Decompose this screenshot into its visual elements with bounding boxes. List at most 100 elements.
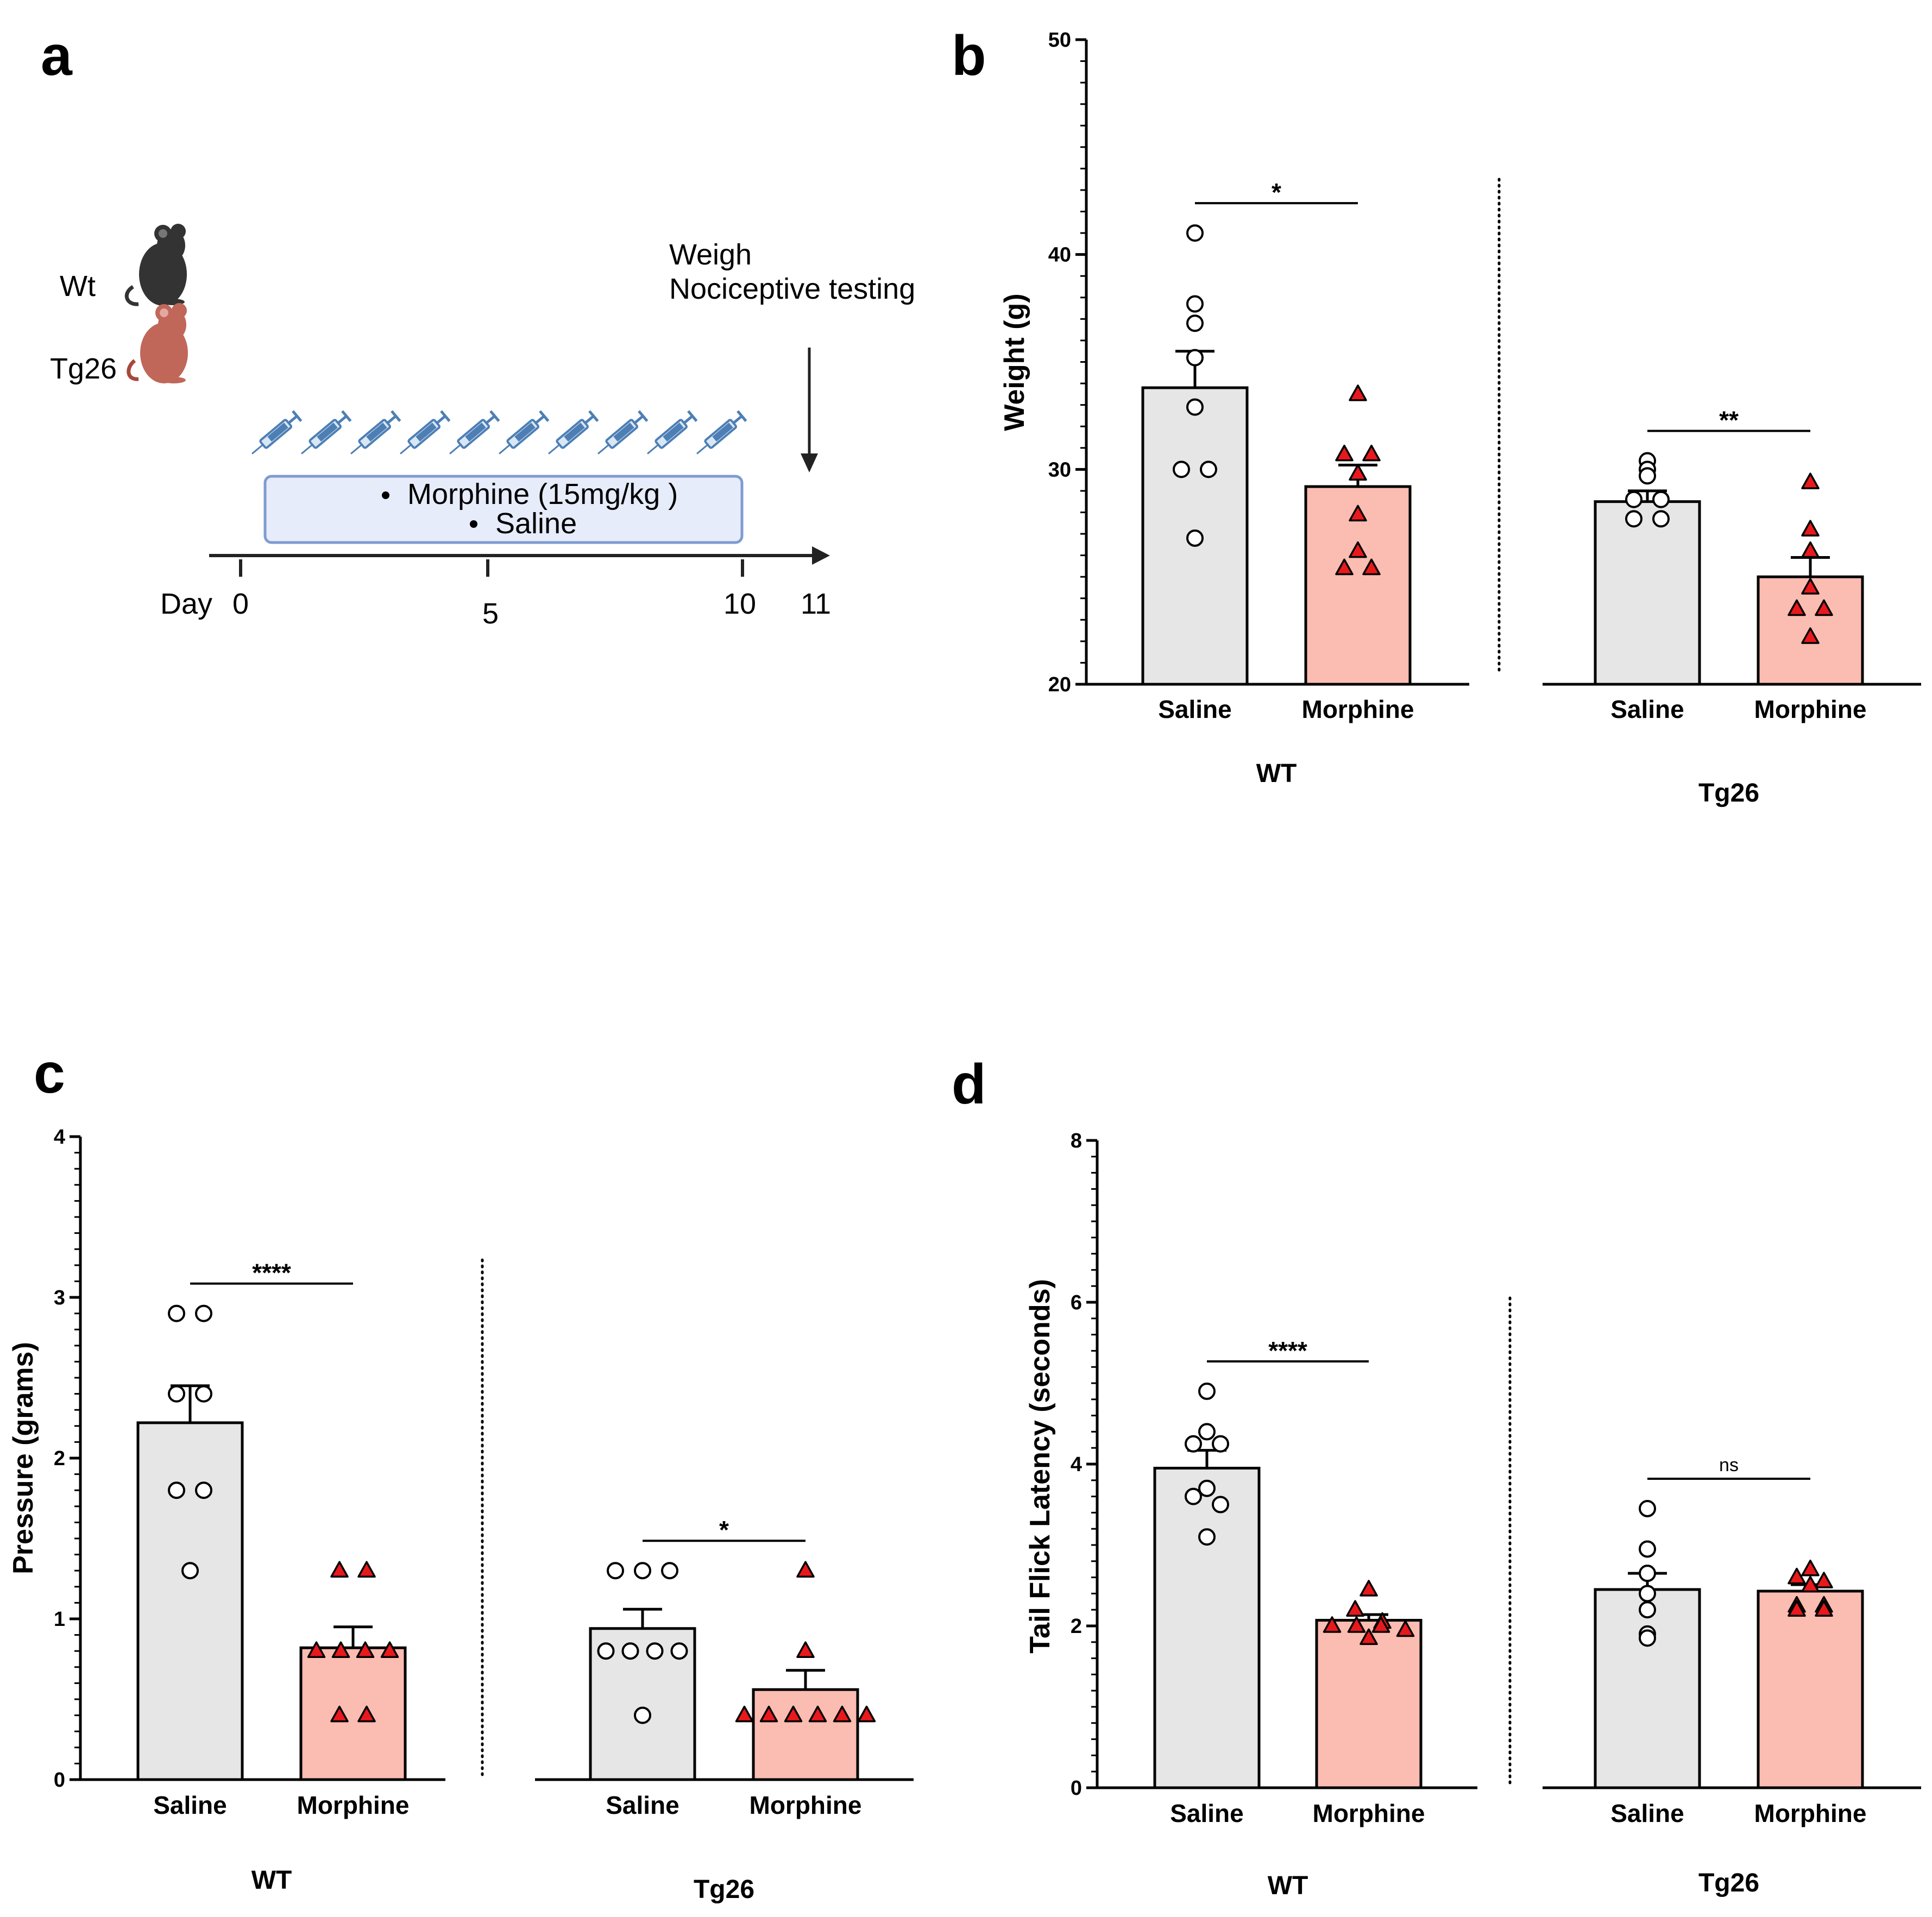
data-point-morphine bbox=[1801, 1575, 1820, 1593]
syringe-plunger-cap bbox=[489, 410, 500, 422]
data-point-morphine bbox=[1788, 599, 1806, 616]
day-label: Day bbox=[160, 588, 212, 620]
data-point-saline bbox=[1186, 349, 1204, 367]
x-category-label: Saline bbox=[1170, 1799, 1244, 1827]
syringe-needle bbox=[597, 444, 609, 455]
data-point-saline bbox=[1186, 224, 1204, 242]
data-point-morphine bbox=[1801, 472, 1820, 489]
syringe-fluid bbox=[465, 423, 486, 442]
syringe-needle bbox=[400, 444, 412, 455]
data-point-saline bbox=[1639, 1601, 1656, 1619]
group-label: WT bbox=[1256, 759, 1297, 788]
data-point-morphine bbox=[1346, 1600, 1364, 1617]
data-point-morphine bbox=[1323, 1616, 1342, 1633]
data-point-morphine bbox=[1360, 1628, 1378, 1645]
data-point-saline bbox=[1639, 1629, 1656, 1647]
tg26-mouse-icon bbox=[127, 303, 188, 383]
endpoint-arrowhead bbox=[801, 453, 818, 472]
panel-c-label: c bbox=[34, 1042, 65, 1105]
y-tick-label: 3 bbox=[54, 1287, 65, 1309]
x-category-label: Morphine bbox=[750, 1791, 862, 1819]
data-point-morphine bbox=[1801, 520, 1820, 537]
significance-label: ** bbox=[1719, 406, 1739, 434]
y-tick-label: 20 bbox=[1048, 673, 1071, 696]
syringe-fluid bbox=[663, 423, 684, 442]
data-point-morphine bbox=[808, 1705, 827, 1723]
y-tick-label: 2 bbox=[54, 1447, 65, 1470]
syringe-plunger bbox=[287, 415, 298, 424]
bar-morphine bbox=[1315, 1619, 1423, 1789]
data-point-saline bbox=[168, 1304, 185, 1322]
data-point-saline bbox=[1185, 1435, 1202, 1453]
syringe-fluid bbox=[416, 423, 437, 442]
x-category-label: Saline bbox=[1610, 695, 1684, 723]
data-point-morphine bbox=[1349, 505, 1367, 522]
day-11: 11 bbox=[801, 588, 831, 620]
x-category-label: Morphine bbox=[1313, 1799, 1425, 1827]
data-point-saline bbox=[1625, 490, 1642, 508]
data-point-morphine bbox=[1801, 627, 1820, 644]
wt-mouse-icon bbox=[124, 224, 187, 306]
bar-saline bbox=[136, 1421, 244, 1781]
data-point-morphine bbox=[1362, 444, 1381, 462]
data-point-morphine bbox=[784, 1705, 803, 1723]
data-point-morphine bbox=[1362, 558, 1381, 576]
bullet-icon bbox=[382, 491, 389, 499]
wt-label: Wt bbox=[60, 270, 96, 302]
data-point-saline bbox=[1652, 510, 1670, 528]
y-tick-label: 40 bbox=[1048, 244, 1071, 267]
data-point-saline bbox=[195, 1304, 212, 1322]
syringe-icon bbox=[548, 410, 599, 455]
data-point-saline bbox=[621, 1642, 639, 1660]
data-point-saline bbox=[1198, 1528, 1216, 1546]
data-point-morphine bbox=[1371, 1616, 1390, 1633]
syringe-fluid bbox=[564, 423, 585, 442]
syringe-plunger bbox=[732, 415, 743, 424]
data-point-morphine bbox=[833, 1705, 852, 1723]
day-0: 0 bbox=[232, 588, 249, 620]
data-point-morphine bbox=[1335, 444, 1354, 462]
data-point-saline bbox=[1186, 398, 1204, 416]
data-point-saline bbox=[661, 1562, 678, 1580]
data-point-morphine bbox=[357, 1705, 376, 1723]
panel-d: d 0 2 4 6 8 Tail Flick Latency (seconds) Salin… bbox=[952, 1053, 1921, 1900]
data-point-saline bbox=[1173, 461, 1190, 478]
data-point-saline bbox=[1639, 1540, 1656, 1558]
bullet-icon bbox=[470, 520, 477, 528]
x-category-label: Morphine bbox=[297, 1791, 410, 1819]
data-point-morphine bbox=[1347, 1616, 1366, 1633]
data-point-morphine bbox=[331, 1641, 350, 1658]
data-point-saline bbox=[607, 1562, 624, 1580]
syringe-fluid bbox=[613, 423, 634, 442]
data-point-morphine bbox=[330, 1561, 349, 1578]
syringe-needle bbox=[350, 444, 362, 455]
data-point-morphine bbox=[307, 1641, 326, 1658]
syringe-needle bbox=[449, 444, 461, 455]
panel-a: a Wt Tg26 Weigh Nociceptive testing bbox=[41, 24, 915, 630]
data-point-saline bbox=[1639, 1499, 1656, 1517]
data-point-morphine bbox=[857, 1705, 876, 1723]
syringe-plunger-cap bbox=[440, 410, 451, 422]
significance-label: **** bbox=[252, 1259, 291, 1287]
significance-label: * bbox=[1272, 178, 1281, 206]
data-point-saline bbox=[168, 1385, 185, 1403]
significance-label: ns bbox=[1719, 1455, 1739, 1475]
syringe-needle bbox=[548, 444, 560, 455]
syringe-needle bbox=[301, 444, 313, 455]
data-point-morphine bbox=[1815, 1600, 1833, 1617]
group-label: Tg26 bbox=[1698, 1869, 1759, 1897]
syringe-needle bbox=[647, 444, 659, 455]
data-point-saline bbox=[1198, 1479, 1216, 1497]
syringe-icon bbox=[251, 410, 303, 455]
data-point-saline bbox=[1186, 314, 1204, 332]
syringe-fluid bbox=[267, 423, 288, 442]
syringe-fluid bbox=[366, 423, 387, 442]
syringe-plunger-cap bbox=[687, 410, 698, 422]
data-point-morphine bbox=[1349, 384, 1367, 401]
y-tick-label: 4 bbox=[54, 1126, 65, 1149]
significance-label: * bbox=[719, 1516, 729, 1544]
data-point-morphine bbox=[1815, 1572, 1833, 1588]
x-category-label: Saline bbox=[153, 1791, 227, 1819]
syringe-icon bbox=[400, 410, 451, 455]
data-point-morphine bbox=[1801, 578, 1820, 595]
